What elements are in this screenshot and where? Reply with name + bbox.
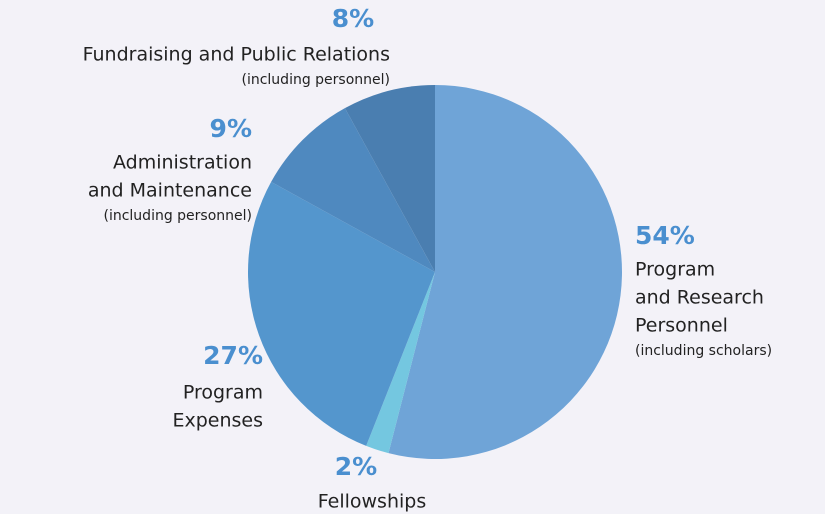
pie-slice bbox=[366, 272, 435, 454]
slice-note: (including personnel) bbox=[104, 208, 253, 224]
slice-label: Program bbox=[183, 382, 263, 404]
percent-label: 8% bbox=[332, 4, 374, 33]
slice-note: (including scholars) bbox=[635, 343, 772, 359]
percent-label: 54% bbox=[635, 221, 695, 250]
pie-slice bbox=[248, 181, 435, 446]
pie-slice bbox=[388, 85, 623, 459]
percent-label: 9% bbox=[210, 114, 252, 143]
slice-label: and Maintenance bbox=[88, 180, 252, 202]
slice-label: Expenses bbox=[172, 410, 263, 432]
pie-slice bbox=[344, 85, 435, 272]
slice-label: Administration bbox=[113, 152, 252, 174]
slice-label: Fellowships bbox=[318, 491, 426, 513]
slice-note: (including personnel) bbox=[242, 72, 391, 88]
percent-label: 2% bbox=[335, 452, 377, 481]
slice-label: Program bbox=[635, 259, 715, 281]
slice-label: and Research bbox=[635, 287, 764, 309]
percent-label: 27% bbox=[203, 341, 263, 370]
slice-label: Fundraising and Public Relations bbox=[83, 44, 390, 66]
pie-slice bbox=[271, 108, 435, 273]
slice-label: Personnel bbox=[635, 315, 728, 337]
